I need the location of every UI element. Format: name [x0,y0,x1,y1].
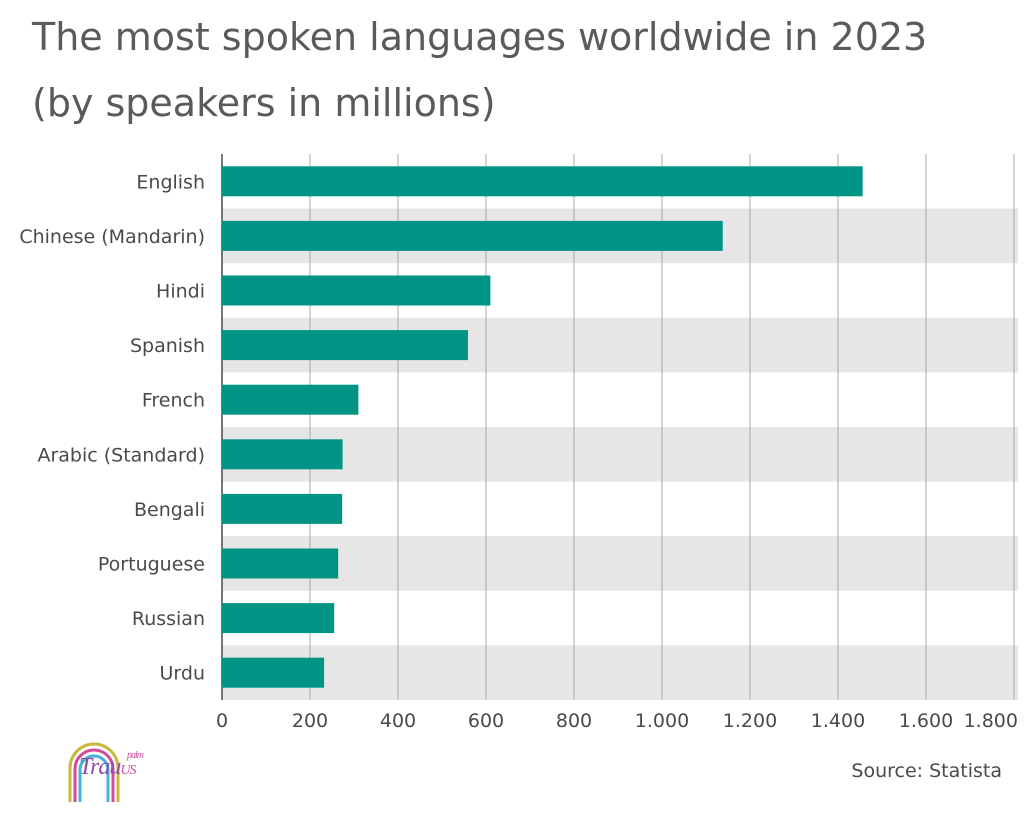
logo-arch-icon [68,742,120,802]
title-line-1: The most spoken languages worldwide in 2… [32,15,928,59]
source-note: Source: Statista [851,760,1002,782]
category-label: Arabic (Standard) [37,444,205,466]
bar-bengali [222,493,343,524]
x-tick-label: 600 [468,710,504,732]
bar-arabic-standard [222,439,343,470]
category-label: Bengali [134,499,205,521]
bar-hindi [222,275,491,306]
logo-main: Trau [79,754,121,780]
x-tick-label: 1.400 [811,710,865,732]
x-tick-label: 1.000 [635,710,689,732]
category-label: Spanish [130,335,205,357]
row-band [222,536,1018,591]
bar-portuguese [222,548,339,579]
row-band [222,427,1018,482]
category-label: English [136,171,205,193]
category-label: Portuguese [98,554,205,576]
logo-suffix: US [120,763,136,778]
bar-french [222,384,359,415]
category-label: French [142,390,205,412]
category-label: Hindi [156,281,205,303]
title-line-2: (by speakers in millions) [32,81,496,125]
x-tick-label: 0 [216,710,228,732]
trau-logo: TrauUS palm [64,738,144,808]
row-band [222,645,1018,700]
logo-sub: palm [127,750,144,761]
x-tick-label: 800 [556,710,592,732]
bar-russian [222,603,335,634]
chart-title: The most spoken languages worldwide in 2… [32,4,1012,136]
logo-text: TrauUS palm [79,750,144,781]
x-tick-label: 400 [380,710,416,732]
bar-chinese-mandarin [222,220,723,251]
x-tick-label: 200 [292,710,328,732]
bar-urdu [222,657,325,688]
bar-spanish [222,330,468,361]
category-label: Urdu [160,663,206,685]
x-tick-label: 1.200 [723,710,777,732]
x-tick-label: 1.600 [899,710,953,732]
bar-english [222,166,863,197]
category-label: Chinese (Mandarin) [19,226,205,248]
x-tick-label: 1.800 [964,710,1018,732]
category-label: Russian [132,608,205,630]
